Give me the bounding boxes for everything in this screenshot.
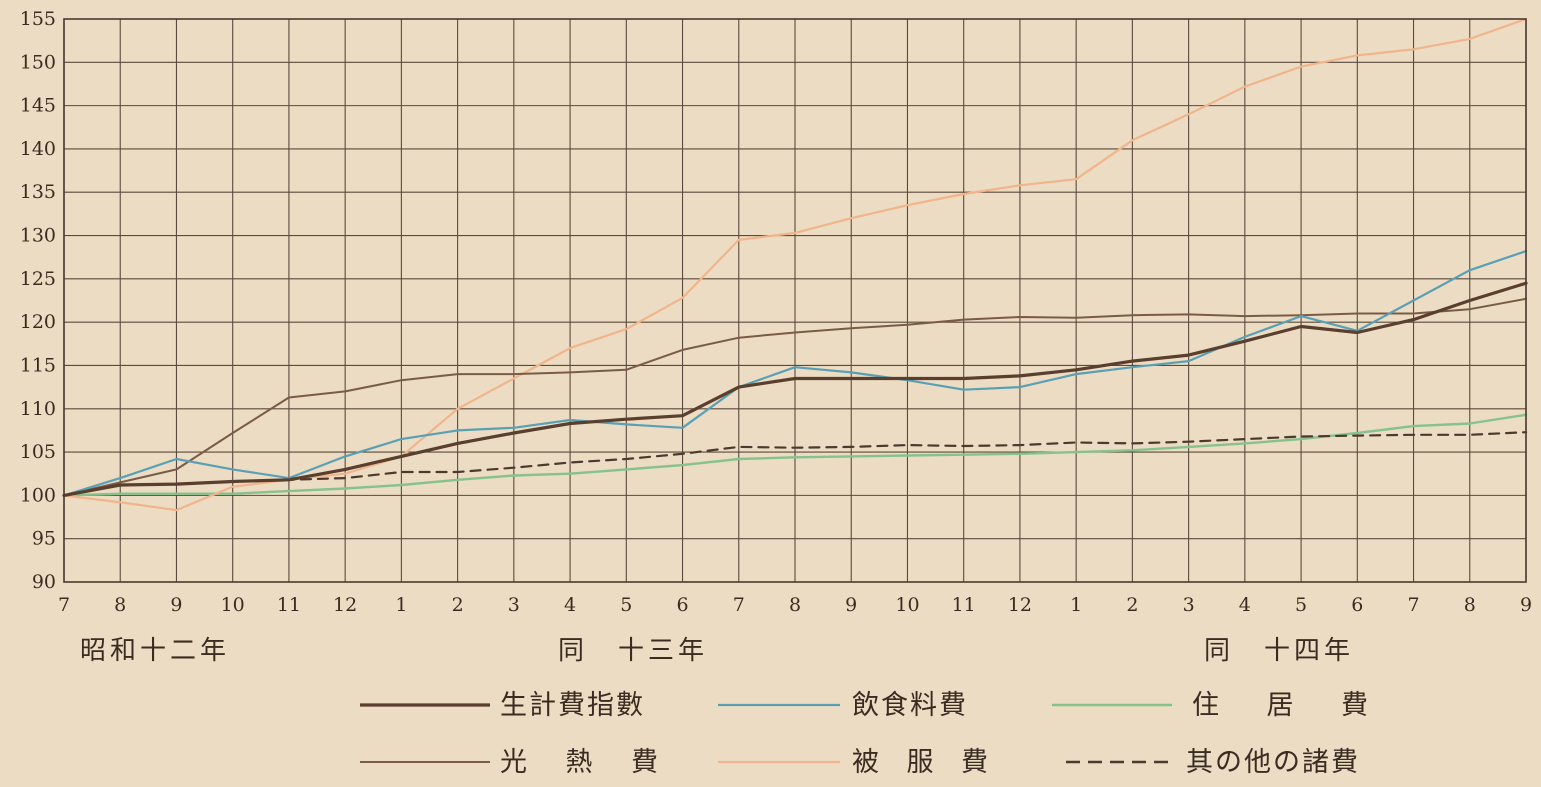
x-tick-label: 2: [452, 594, 464, 616]
x-tick-label: 10: [895, 594, 919, 616]
x-tick-label: 6: [676, 594, 688, 616]
x-tick-label: 9: [170, 594, 182, 616]
x-tick-label: 6: [1351, 594, 1363, 616]
y-tick-label: 150: [20, 51, 56, 73]
x-tick-label: 10: [221, 594, 245, 616]
x-tick-label: 4: [1239, 594, 1251, 616]
x-tick-label: 9: [845, 594, 857, 616]
plot-frame: [63, 18, 1527, 583]
legend-item-miscellaneous: 其の他の諸費: [1066, 747, 1360, 778]
series-line-5: [62, 431, 1528, 497]
y-tick-label: 90: [32, 571, 56, 593]
plot-border: [63, 18, 1527, 583]
era-label-showa-12: 昭和十二年: [80, 636, 230, 666]
y-tick-label: 100: [20, 484, 56, 506]
legend-label-clothing: 被服費: [852, 747, 990, 778]
x-tick-label: 8: [789, 594, 801, 616]
legend-item-cost-of-living-index: 生計費指數: [360, 690, 645, 721]
x-tick-label: 3: [1183, 594, 1195, 616]
legend-label-cost-of-living-index: 生計費指數: [500, 690, 645, 721]
series-lines: [62, 17, 1528, 512]
era-label-showa-13: 同 十三年: [558, 636, 708, 666]
x-tick-label: 7: [1407, 594, 1419, 616]
y-tick-label: 115: [20, 354, 56, 376]
legend-label-housing: 住居費: [1192, 690, 1370, 721]
era-label-showa-14: 同 十四年: [1204, 636, 1354, 666]
x-tick-label: 12: [1008, 594, 1032, 616]
x-tick-label: 8: [114, 594, 126, 616]
series-line-2: [62, 413, 1528, 497]
x-tick-label: 1: [1070, 594, 1082, 616]
y-tick-label: 155: [20, 8, 56, 30]
y-tick-label: 95: [32, 528, 56, 550]
x-tick-label: 2: [1126, 594, 1138, 616]
legend-label-fuel-light: 光熱費: [500, 747, 660, 778]
x-tick-label: 12: [333, 594, 357, 616]
x-tick-label: 11: [277, 594, 301, 616]
y-tick-label: 135: [20, 181, 56, 203]
y-tick-label: 105: [20, 441, 56, 463]
y-tick-label: 130: [20, 225, 56, 247]
series-line-3: [63, 297, 1527, 497]
legend-label-miscellaneous: 其の他の諸費: [1186, 747, 1360, 778]
legend-item-fuel-light: 光熱費: [360, 747, 660, 778]
legend: 生計費指數 飲食料費 住居費 光熱費 被服費 其の他の諸費: [360, 690, 1370, 778]
x-tick-label: 3: [508, 594, 520, 616]
y-tick-label: 120: [20, 311, 56, 333]
legend-item-clothing: 被服費: [718, 747, 990, 778]
x-tick-label: 1: [395, 594, 407, 616]
series-line-0: [62, 281, 1528, 497]
x-tick-label: 5: [620, 594, 632, 616]
y-tick-label: 140: [20, 138, 56, 160]
x-tick-label: 11: [952, 594, 976, 616]
y-tick-label: 125: [20, 268, 56, 290]
legend-label-food: 飲食料費: [852, 690, 968, 721]
x-tick-label: 9: [1520, 594, 1532, 616]
x-tick-label: 4: [564, 594, 576, 616]
x-tick-label: 7: [58, 594, 70, 616]
x-tick-label: 5: [1295, 594, 1307, 616]
legend-item-food: 飲食料費: [718, 690, 968, 721]
x-tick-labels: 7 8 9 10 11 12 1 2 3 4 5 6 7 8 9 10 11 12 1 2 3 4 5 6 7 8 9: [58, 594, 1532, 616]
y-tick-label: 110: [20, 398, 56, 420]
x-tick-label: 7: [733, 594, 745, 616]
series-line-1: [62, 250, 1528, 497]
y-tick-label: 145: [20, 95, 56, 117]
x-tick-label: 8: [1464, 594, 1476, 616]
y-tick-labels: 90 95 100 105 110 115 120 125 130 135 140 145 150 155: [20, 8, 56, 593]
